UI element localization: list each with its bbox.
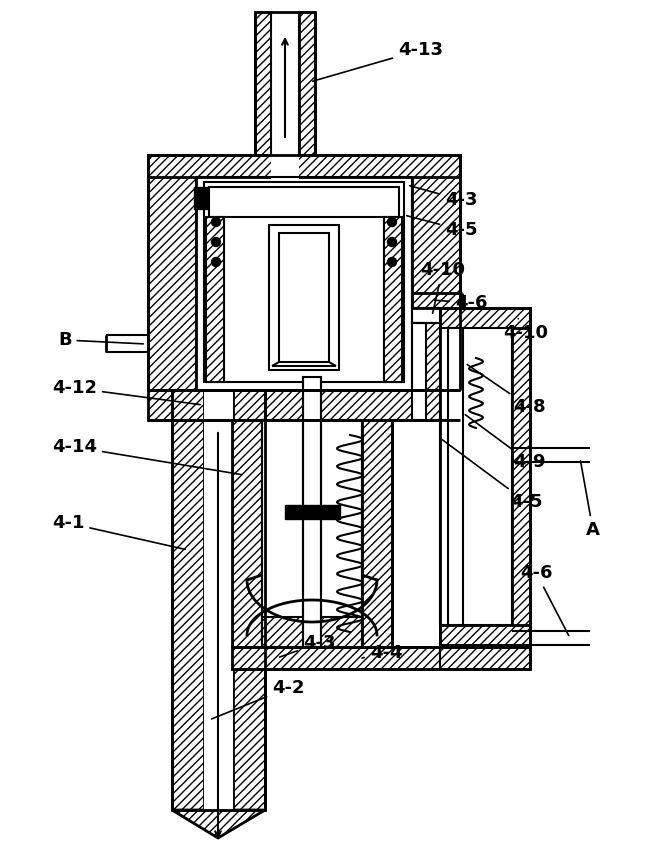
Text: 4-10: 4-10 xyxy=(420,261,465,313)
Bar xyxy=(233,390,265,810)
Bar xyxy=(279,233,329,362)
Text: 4-6: 4-6 xyxy=(435,294,487,312)
Text: 4-10: 4-10 xyxy=(503,319,548,342)
Text: B: B xyxy=(58,331,143,349)
Bar xyxy=(271,155,299,179)
Text: 4-8: 4-8 xyxy=(467,365,546,416)
Bar xyxy=(232,420,262,647)
Bar xyxy=(384,217,402,382)
Text: 4-3: 4-3 xyxy=(280,634,335,657)
Bar xyxy=(412,323,426,420)
Bar xyxy=(285,505,340,519)
Bar xyxy=(206,217,224,382)
Text: 4-13: 4-13 xyxy=(312,41,443,82)
Circle shape xyxy=(388,258,396,266)
Circle shape xyxy=(388,238,396,247)
Bar xyxy=(362,420,392,647)
Bar xyxy=(194,187,208,209)
Bar xyxy=(255,12,271,155)
Bar xyxy=(262,617,362,647)
Bar xyxy=(440,328,512,625)
Text: 4-4: 4-4 xyxy=(362,644,403,662)
Text: 4-14: 4-14 xyxy=(52,438,241,475)
Text: 4-2: 4-2 xyxy=(212,679,304,719)
Bar xyxy=(448,328,463,625)
Bar xyxy=(209,187,399,217)
Bar xyxy=(148,155,196,390)
Text: 4-6: 4-6 xyxy=(520,564,569,635)
Bar xyxy=(269,225,339,370)
Circle shape xyxy=(212,238,220,247)
Bar xyxy=(148,390,460,420)
Bar xyxy=(440,625,530,645)
Text: 4-5: 4-5 xyxy=(442,440,542,511)
Bar xyxy=(232,647,530,669)
Circle shape xyxy=(212,218,220,227)
Bar xyxy=(412,155,460,390)
Circle shape xyxy=(212,258,220,266)
Bar xyxy=(412,308,440,323)
Bar xyxy=(271,12,299,155)
Bar xyxy=(204,182,404,382)
Bar xyxy=(440,308,530,328)
Bar xyxy=(204,390,233,810)
Text: 4-1: 4-1 xyxy=(52,514,185,549)
Polygon shape xyxy=(172,810,265,838)
Bar xyxy=(303,377,321,647)
Text: 4-5: 4-5 xyxy=(407,216,478,239)
Bar xyxy=(512,308,530,645)
Text: 4-9: 4-9 xyxy=(465,415,546,471)
Bar xyxy=(262,420,362,647)
Bar xyxy=(299,12,315,155)
Text: 4-3: 4-3 xyxy=(410,186,478,209)
Text: 4-12: 4-12 xyxy=(52,379,200,404)
Circle shape xyxy=(388,218,396,227)
Bar xyxy=(148,155,460,177)
Bar xyxy=(172,390,204,810)
Text: A: A xyxy=(581,461,600,539)
